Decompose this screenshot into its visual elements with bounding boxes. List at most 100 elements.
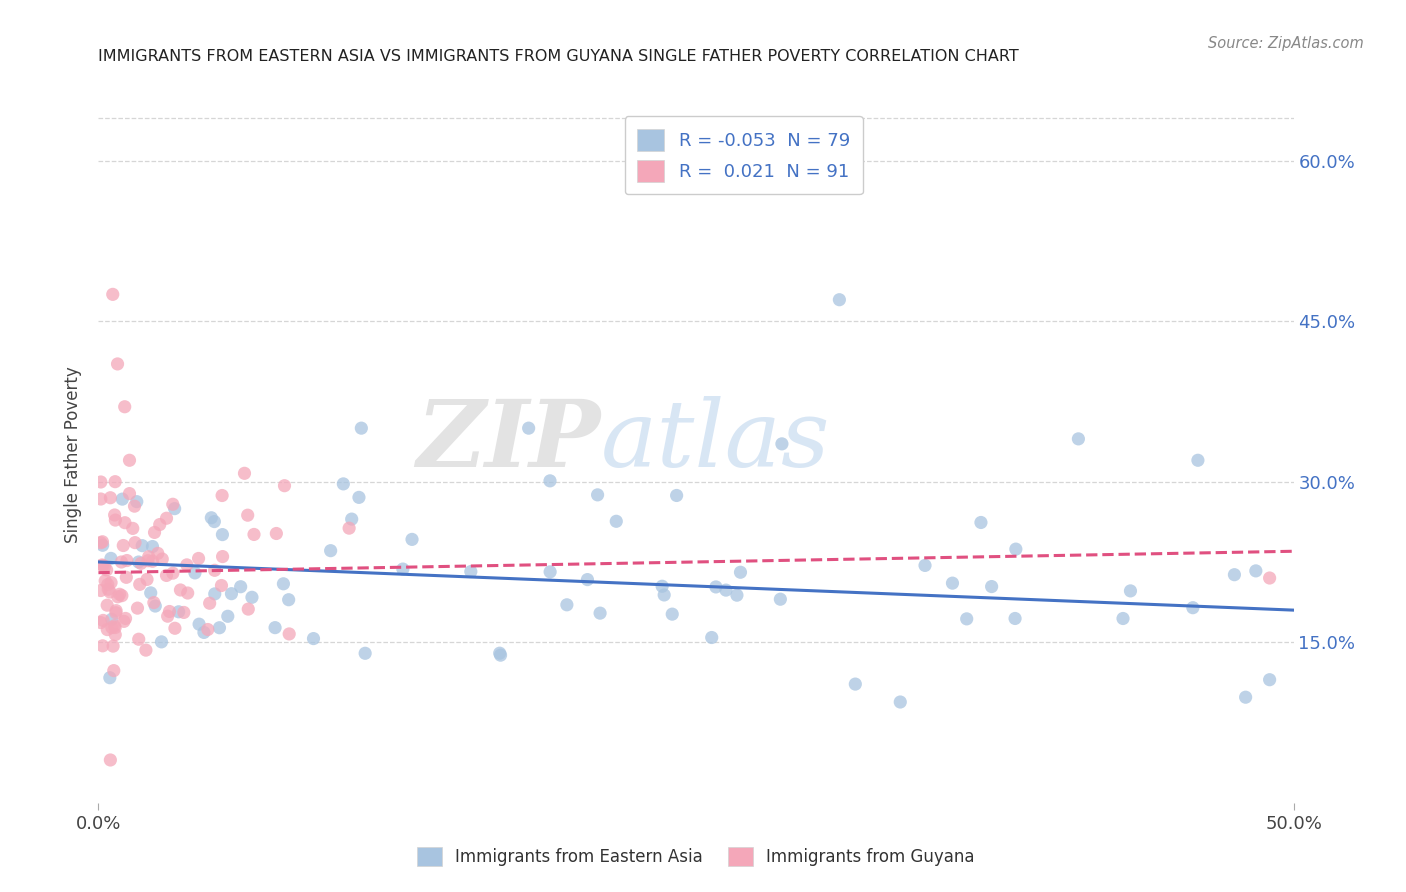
Point	[273, 479, 295, 493]
Point	[163, 501, 186, 516]
Point	[149, 517, 172, 532]
Point	[104, 606, 127, 620]
Point	[104, 513, 127, 527]
Point	[1234, 690, 1257, 705]
Point	[941, 576, 963, 591]
Point	[844, 677, 866, 691]
Point	[652, 588, 675, 602]
Point	[1067, 432, 1090, 446]
Point	[238, 602, 260, 616]
Point	[714, 583, 737, 598]
Point	[97, 577, 120, 591]
Point	[124, 499, 146, 513]
Point	[114, 611, 136, 625]
Point	[1223, 567, 1246, 582]
Point	[150, 635, 173, 649]
Point	[101, 639, 124, 653]
Point	[665, 488, 688, 502]
Point	[96, 623, 118, 637]
Point	[1244, 564, 1267, 578]
Point	[770, 437, 793, 451]
Legend: Immigrants from Eastern Asia, Immigrants from Guyana: Immigrants from Eastern Asia, Immigrants…	[409, 838, 983, 874]
Point	[104, 621, 127, 635]
Point	[96, 598, 118, 612]
Point	[112, 615, 135, 629]
Point	[240, 591, 263, 605]
Point	[98, 585, 121, 599]
Point	[347, 491, 370, 505]
Point	[91, 558, 114, 573]
Point	[108, 587, 131, 601]
Point	[1004, 611, 1026, 625]
Point	[155, 568, 177, 582]
Point	[111, 589, 134, 603]
Point	[538, 474, 561, 488]
Point	[101, 287, 124, 301]
Point	[700, 631, 723, 645]
Point	[138, 549, 160, 564]
Point	[100, 612, 122, 626]
Point	[392, 562, 415, 576]
Point	[121, 521, 143, 535]
Point	[143, 525, 166, 540]
Point	[211, 549, 233, 564]
Point	[980, 580, 1002, 594]
Point	[98, 491, 122, 505]
Point	[460, 565, 482, 579]
Point	[96, 563, 118, 577]
Point	[730, 566, 752, 580]
Point	[155, 511, 177, 525]
Point	[143, 599, 166, 613]
Point	[104, 508, 127, 522]
Point	[162, 566, 184, 581]
Point	[278, 627, 301, 641]
Point	[139, 586, 162, 600]
Point	[354, 646, 377, 660]
Point	[661, 607, 683, 622]
Point	[91, 639, 114, 653]
Point	[136, 573, 159, 587]
Point	[197, 623, 219, 637]
Point	[204, 587, 226, 601]
Point	[1119, 583, 1142, 598]
Point	[889, 695, 911, 709]
Point	[162, 497, 184, 511]
Point	[142, 596, 165, 610]
Point	[489, 648, 512, 662]
Point	[236, 508, 259, 523]
Point	[114, 516, 136, 530]
Point	[1181, 600, 1204, 615]
Point	[956, 612, 979, 626]
Point	[146, 546, 169, 560]
Point	[769, 592, 792, 607]
Point	[576, 573, 599, 587]
Text: atlas: atlas	[600, 396, 830, 486]
Point	[159, 605, 181, 619]
Point	[188, 617, 211, 632]
Point	[176, 558, 198, 572]
Point	[103, 664, 125, 678]
Point	[217, 609, 239, 624]
Point	[118, 453, 141, 467]
Point	[264, 621, 287, 635]
Point	[350, 421, 373, 435]
Point	[302, 632, 325, 646]
Point	[118, 486, 141, 500]
Point	[401, 533, 423, 547]
Point	[517, 421, 540, 435]
Point	[193, 625, 215, 640]
Point	[128, 632, 150, 647]
Point	[136, 554, 159, 568]
Point	[90, 491, 112, 506]
Point	[221, 587, 243, 601]
Point	[704, 580, 727, 594]
Point	[115, 553, 138, 567]
Point	[156, 609, 179, 624]
Point	[169, 582, 191, 597]
Point	[141, 540, 163, 554]
Point	[273, 576, 295, 591]
Point	[229, 580, 252, 594]
Point	[90, 615, 112, 630]
Point	[114, 400, 136, 414]
Point	[90, 583, 112, 598]
